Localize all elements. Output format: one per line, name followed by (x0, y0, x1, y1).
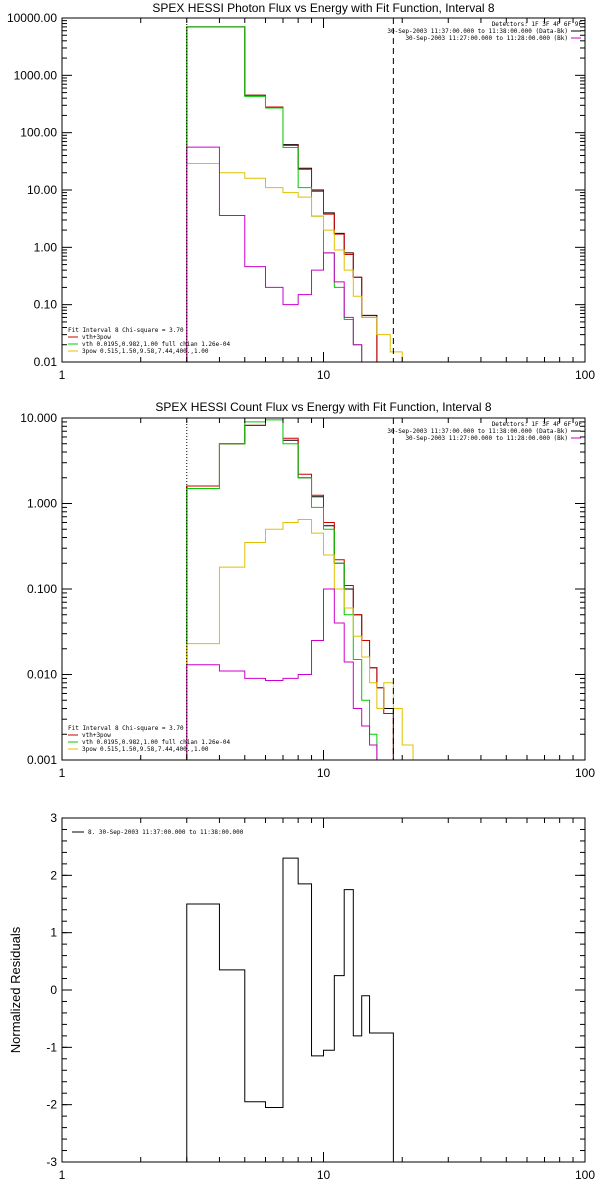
count-y-tick-label: 0.001 (27, 753, 57, 767)
photon-plot-area (186, 26, 403, 362)
photon-legend-header-2: 30-Sep-2003 11:27:00.000 to 11:28:00.000… (405, 35, 568, 42)
photon-y-tick-label: 100.00 (20, 126, 57, 140)
photon-x-tick-label: 10 (317, 368, 331, 382)
residuals-x-tick-label: 1 (59, 1168, 66, 1182)
count-y-tick-label: 0.100 (27, 582, 57, 596)
photon-series-0 (186, 26, 378, 362)
residuals-y-tick-label: 1 (50, 926, 57, 940)
photon-series-1 (186, 26, 378, 362)
count-series-2 (186, 419, 385, 760)
count-plot-area (186, 418, 414, 760)
photon-x-tick-label: 1 (59, 368, 66, 382)
photon-legend-header-1: 30-Sep-2003 11:37:00.000 to 11:38:00.000… (387, 28, 568, 35)
count-series-4 (186, 588, 385, 760)
count-legend-header-0: Detectors: 1F 3F 4F 6F 9F (492, 421, 583, 428)
residuals-plot-area (186, 857, 394, 1162)
photon-y-tick-label: 0.10 (34, 298, 58, 312)
residuals-y-axis-label: Normalized Residuals (8, 926, 23, 1053)
photon-legend-entry-2: 3pow 0.515,1.50,9.58,7.44,400.,1.00 (82, 348, 209, 355)
count-legend-entry-2: 3pow 0.515,1.50,9.58,7.44,400.,1.00 (82, 746, 209, 753)
residuals-y-tick-label: 0 (50, 983, 57, 997)
count-y-tick-label: 1.000 (27, 497, 57, 511)
photon-series-2 (186, 26, 378, 362)
residuals-y-tick-label: -2 (46, 1098, 57, 1112)
photon-y-tick-label: 10000.00 (7, 11, 57, 25)
photon-legend-entry-1: vth 0.0195,0.982,1.00 full chian 1.26e-0… (82, 341, 230, 348)
count-legend-entry-0: vth+3pow (82, 732, 111, 739)
count-series-3 (186, 519, 414, 760)
count-legend-fit-title: Fit Interval 8 Chi-square = 3.70 (68, 725, 184, 732)
residuals-y-tick-label: 2 (50, 868, 57, 882)
residuals-y-tick-label: 3 (50, 811, 57, 825)
residuals-legend-entry-0: 8. 30-Sep-2003 11:37:00.000 to 11:38:00.… (88, 829, 244, 836)
residuals-y-tick-label: -1 (46, 1040, 57, 1054)
residuals-series-0 (186, 857, 394, 1162)
photon-chart: SPEX HESSI Photon Flux vs Energy with Fi… (7, 1, 595, 382)
count-x-tick-label: 10 (317, 766, 331, 780)
photon-y-tick-label: 10.00 (27, 183, 57, 197)
photon-legend-fit-title: Fit Interval 8 Chi-square = 3.70 (68, 327, 184, 334)
photon-series-3 (186, 162, 403, 362)
count-chart: SPEX HESSI Count Flux vs Energy with Fit… (20, 400, 595, 780)
photon-x-tick-label: 100 (575, 368, 595, 382)
photon-legend-header-0: Detectors: 1F 3F 4F 6F 9F (492, 21, 583, 28)
residuals-frame (61, 817, 586, 1163)
count-title: SPEX HESSI Count Flux vs Energy with Fit… (155, 400, 491, 414)
photon-y-tick-label: 1.00 (34, 240, 58, 254)
count-legend-header-1: 30-Sep-2003 11:37:00.000 to 11:38:00.000… (387, 428, 568, 435)
photon-y-tick-label: 1000.00 (14, 68, 58, 82)
residuals-x-tick-label: 100 (575, 1168, 595, 1182)
count-legend-entry-1: vth 0.0195,0.982,1.00 full chian 1.26e-0… (82, 739, 230, 746)
photon-title: SPEX HESSI Photon Flux vs Energy with Fi… (152, 1, 494, 15)
photon-legend-entry-0: vth+3pow (82, 334, 111, 341)
residuals-chart: 1 10 100 -3 -2 -1 0 1 2 3 Normalized Residuals 8. 3… (8, 811, 595, 1182)
photon-series-4 (186, 146, 378, 362)
count-y-tick-label: 10.000 (20, 411, 57, 425)
count-y-tick-label: 0.010 (27, 668, 57, 682)
count-x-tick-label: 100 (575, 766, 595, 780)
residuals-x-tick-label: 10 (317, 1168, 331, 1182)
count-x-tick-label: 1 (59, 766, 66, 780)
residuals-y-tick-label: -3 (46, 1155, 57, 1169)
count-legend-header-2: 30-Sep-2003 11:27:00.000 to 11:28:00.000… (405, 435, 568, 442)
photon-y-tick-label: 0.01 (34, 355, 58, 369)
